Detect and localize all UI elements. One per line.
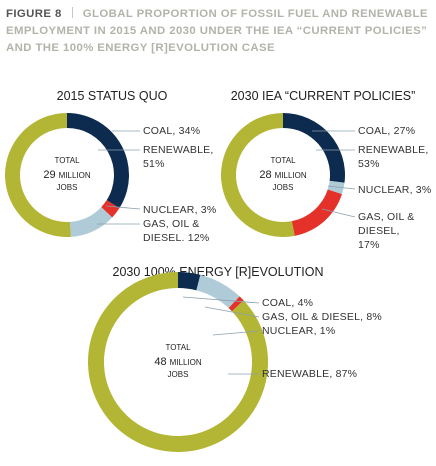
donut-slice xyxy=(283,113,345,183)
slice-label: GAS, OIL & DIESEL, 8% xyxy=(262,311,382,323)
slice-label: COAL, 4% xyxy=(262,297,314,309)
slice-label: NUCLEAR, 1% xyxy=(262,325,336,337)
slice-label: GAS, OIL & DIESEL. 12% xyxy=(143,218,210,244)
leader-line xyxy=(105,205,141,210)
total-unit: MILLION xyxy=(170,358,202,367)
donut-slice xyxy=(327,180,345,195)
total-value: 48 MILLION xyxy=(154,356,201,368)
leader-line xyxy=(321,208,356,218)
leader-line xyxy=(204,306,260,318)
separator xyxy=(71,7,73,18)
donut-slice xyxy=(178,272,201,291)
total-label: TOTAL xyxy=(270,156,296,165)
total-label: TOTAL xyxy=(54,156,80,165)
slice-label: NUCLEAR, 3% xyxy=(358,184,432,196)
donut-slice xyxy=(69,207,113,237)
leader-line xyxy=(212,330,260,336)
slice-label: GAS, OIL & DIESEL, 17% xyxy=(358,211,415,251)
leader-line xyxy=(327,185,356,190)
donut-slice xyxy=(228,296,244,312)
donut-slice xyxy=(196,274,240,309)
header: FIGURE 8 GLOBAL PROPORTION OF FOSSIL FUEL… xyxy=(6,6,432,57)
donut-slice xyxy=(67,113,129,209)
chart-title: 2030 100% ENERGY [R]EVOLUTION xyxy=(113,265,324,279)
total-value: 29 MILLION xyxy=(43,169,90,181)
slice-label: NUCLEAR, 3% xyxy=(143,204,217,216)
slice-label: COAL, 34% xyxy=(143,125,201,137)
total-label: TOTAL xyxy=(165,343,191,352)
total-unit: MILLION xyxy=(275,171,307,180)
slice-label: COAL, 27% xyxy=(358,125,416,137)
total-sub: JOBS xyxy=(57,183,78,192)
donut-slice xyxy=(220,113,295,237)
slice-label: RENEWABLE, 53% xyxy=(358,144,429,170)
total-sub: JOBS xyxy=(273,183,294,192)
chart-title: 2015 STATUS QUO xyxy=(57,89,168,103)
donut-slice xyxy=(291,189,342,236)
donut-slice xyxy=(101,200,120,218)
donut-slice xyxy=(4,113,71,237)
slice-label: RENEWABLE, 87% xyxy=(262,368,358,380)
total-number: 48 xyxy=(154,356,166,368)
total-value: 28 MILLION xyxy=(259,169,306,181)
total-unit: MILLION xyxy=(59,171,91,180)
total-number: 28 xyxy=(259,169,271,181)
figure-title: GLOBAL PROPORTION OF FOSSIL FUEL AND REN… xyxy=(6,8,428,54)
leader-line xyxy=(182,296,260,304)
total-number: 29 xyxy=(43,169,55,181)
chart-title: 2030 IEA “CURRENT POLICIES” xyxy=(231,89,416,103)
slice-label: RENEWABLE, 51% xyxy=(143,144,214,170)
total-sub: JOBS xyxy=(168,370,189,379)
figure-label: FIGURE 8 xyxy=(6,8,62,20)
